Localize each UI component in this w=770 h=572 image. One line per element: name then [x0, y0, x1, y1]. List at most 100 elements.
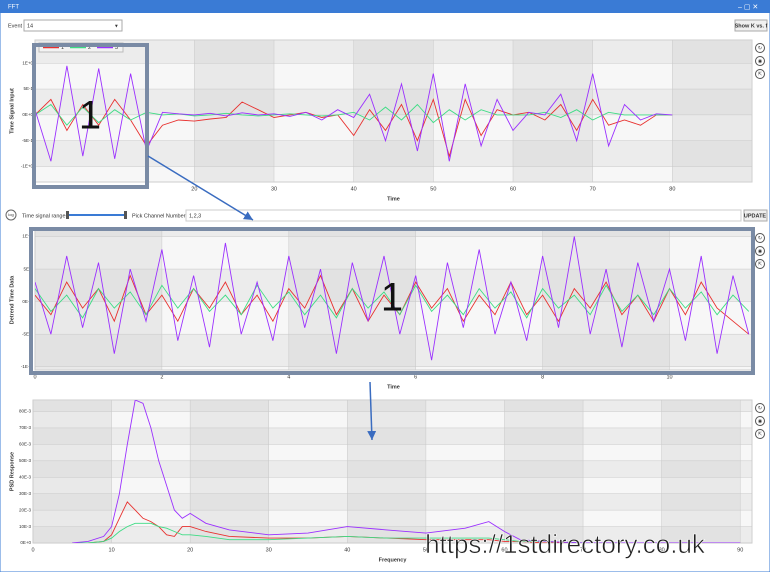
x-tick-label: 50 [430, 186, 436, 192]
tool-icon: ◉ [758, 418, 763, 424]
channels-input[interactable] [185, 209, 742, 222]
y-tick-label: -1E+0 [21, 364, 34, 369]
tool-icon: ⇱ [758, 71, 762, 77]
tool-icon: ⇱ [758, 261, 762, 267]
slider-thumb-right[interactable] [124, 211, 127, 219]
band [33, 493, 752, 511]
tool-icon: ↻ [758, 45, 762, 51]
tool-icon: ⇱ [758, 431, 762, 437]
x-tick-label: 60 [510, 186, 516, 192]
x-tick-label: 80 [669, 186, 675, 192]
band [35, 89, 752, 115]
x-tick-label: 70 [590, 186, 596, 192]
y-tick-label: 80E-3 [19, 409, 32, 414]
x-tick-label: 60 [501, 547, 507, 553]
legend-label: 3 [115, 45, 118, 51]
tool-button[interactable] [755, 416, 765, 426]
arrow [147, 155, 254, 221]
series-line [72, 501, 741, 543]
y-tick-label: 10E-3 [19, 524, 32, 529]
plot-area [32, 399, 753, 544]
x-tick-label: 0 [31, 547, 34, 553]
band [35, 269, 752, 302]
legend-label: 1 [61, 45, 64, 51]
y-tick-label: 0E+0 [22, 299, 33, 304]
band [33, 427, 752, 445]
tool-button[interactable] [755, 233, 765, 243]
log-toggle[interactable] [5, 209, 17, 221]
x-axis-title: Time [387, 384, 400, 390]
range-slider[interactable] [68, 214, 126, 216]
band [33, 460, 752, 478]
x-axis-title: Time [387, 196, 400, 202]
y-tick-label: 60E-3 [19, 442, 32, 447]
tool-button[interactable] [755, 403, 765, 413]
overlay: 1 1 https://1stdirectory.co.uk [29, 43, 755, 559]
y-axis-title: Time Signal Input [9, 88, 15, 134]
slider-thumb-left[interactable] [66, 211, 69, 219]
y-tick-label: 50E-3 [19, 458, 32, 463]
x-axis-title: Frequency [379, 557, 408, 563]
plot-lines [72, 400, 741, 543]
x-tick-label: 6 [414, 374, 417, 380]
x-tick-label: 80 [659, 547, 665, 553]
band [190, 400, 269, 543]
arrow [367, 381, 377, 441]
band [33, 526, 752, 543]
tool-icon: ◉ [758, 58, 763, 64]
show-button[interactable] [734, 19, 768, 32]
window-controls[interactable]: – ▢ ✕ [738, 4, 758, 11]
x-tick-label: 70 [580, 547, 586, 553]
x-tick-label: 4 [287, 374, 290, 380]
plot-lines [35, 65, 673, 162]
highlight-box [32, 43, 149, 189]
highlight-box [29, 227, 755, 375]
charts: 20 30 40 50 60 70 801E+05E-10E+0-5E-1-1E+0Time… [9, 39, 765, 563]
series-line [35, 103, 673, 126]
tool-button[interactable] [755, 43, 765, 53]
band [33, 400, 112, 543]
annotation: 1 [79, 94, 101, 138]
x-tick-label: 10 [109, 547, 115, 553]
window-title: FFT [8, 5, 19, 11]
y-tick-label: 5E-1 [23, 266, 33, 271]
tool-button[interactable] [755, 246, 765, 256]
watermark: https://1stdirectory.co.uk [425, 529, 706, 559]
x-tick-label: 20 [191, 186, 197, 192]
series-line [35, 65, 673, 162]
y-tick-label: 1E+0 [22, 234, 33, 239]
tool-button[interactable] [755, 429, 765, 439]
series-line [35, 236, 750, 361]
y-tick-label: 40E-3 [19, 474, 32, 479]
x-tick-label: 40 [351, 186, 357, 192]
band [33, 400, 752, 412]
band [504, 400, 584, 543]
x-tick-label: 0 [33, 374, 36, 380]
y-tick-label: -5E-1 [22, 138, 34, 143]
x-tick-label: 50 [423, 547, 429, 553]
y-tick-label: 5E-1 [23, 86, 33, 91]
tool-button[interactable] [755, 69, 765, 79]
band [35, 40, 752, 64]
band [35, 230, 162, 370]
update-button[interactable] [743, 209, 768, 222]
x-tick-label: 90 [737, 547, 743, 553]
band [288, 230, 416, 370]
tool-button[interactable] [755, 56, 765, 66]
y-tick-label: 0E+0 [20, 540, 31, 545]
channels-value: 1,2,3 [189, 213, 201, 219]
y-tick-label: 20E-3 [19, 507, 32, 512]
x-tick-label: 10 [666, 374, 672, 380]
tool-button[interactable] [755, 259, 765, 269]
event-label: Event [8, 23, 23, 29]
range-label: Time signal range: [22, 213, 68, 219]
band [35, 230, 752, 237]
x-tick-label: 30 [271, 186, 277, 192]
annotation: 1 [381, 276, 403, 320]
event-dropdown[interactable] [23, 19, 123, 32]
band [661, 400, 741, 543]
y-tick-label: 0E+0 [22, 112, 33, 117]
y-axis-title: PSD Response [9, 452, 15, 491]
legend-label: 2 [88, 45, 91, 51]
x-tick-label: 20 [187, 547, 193, 553]
